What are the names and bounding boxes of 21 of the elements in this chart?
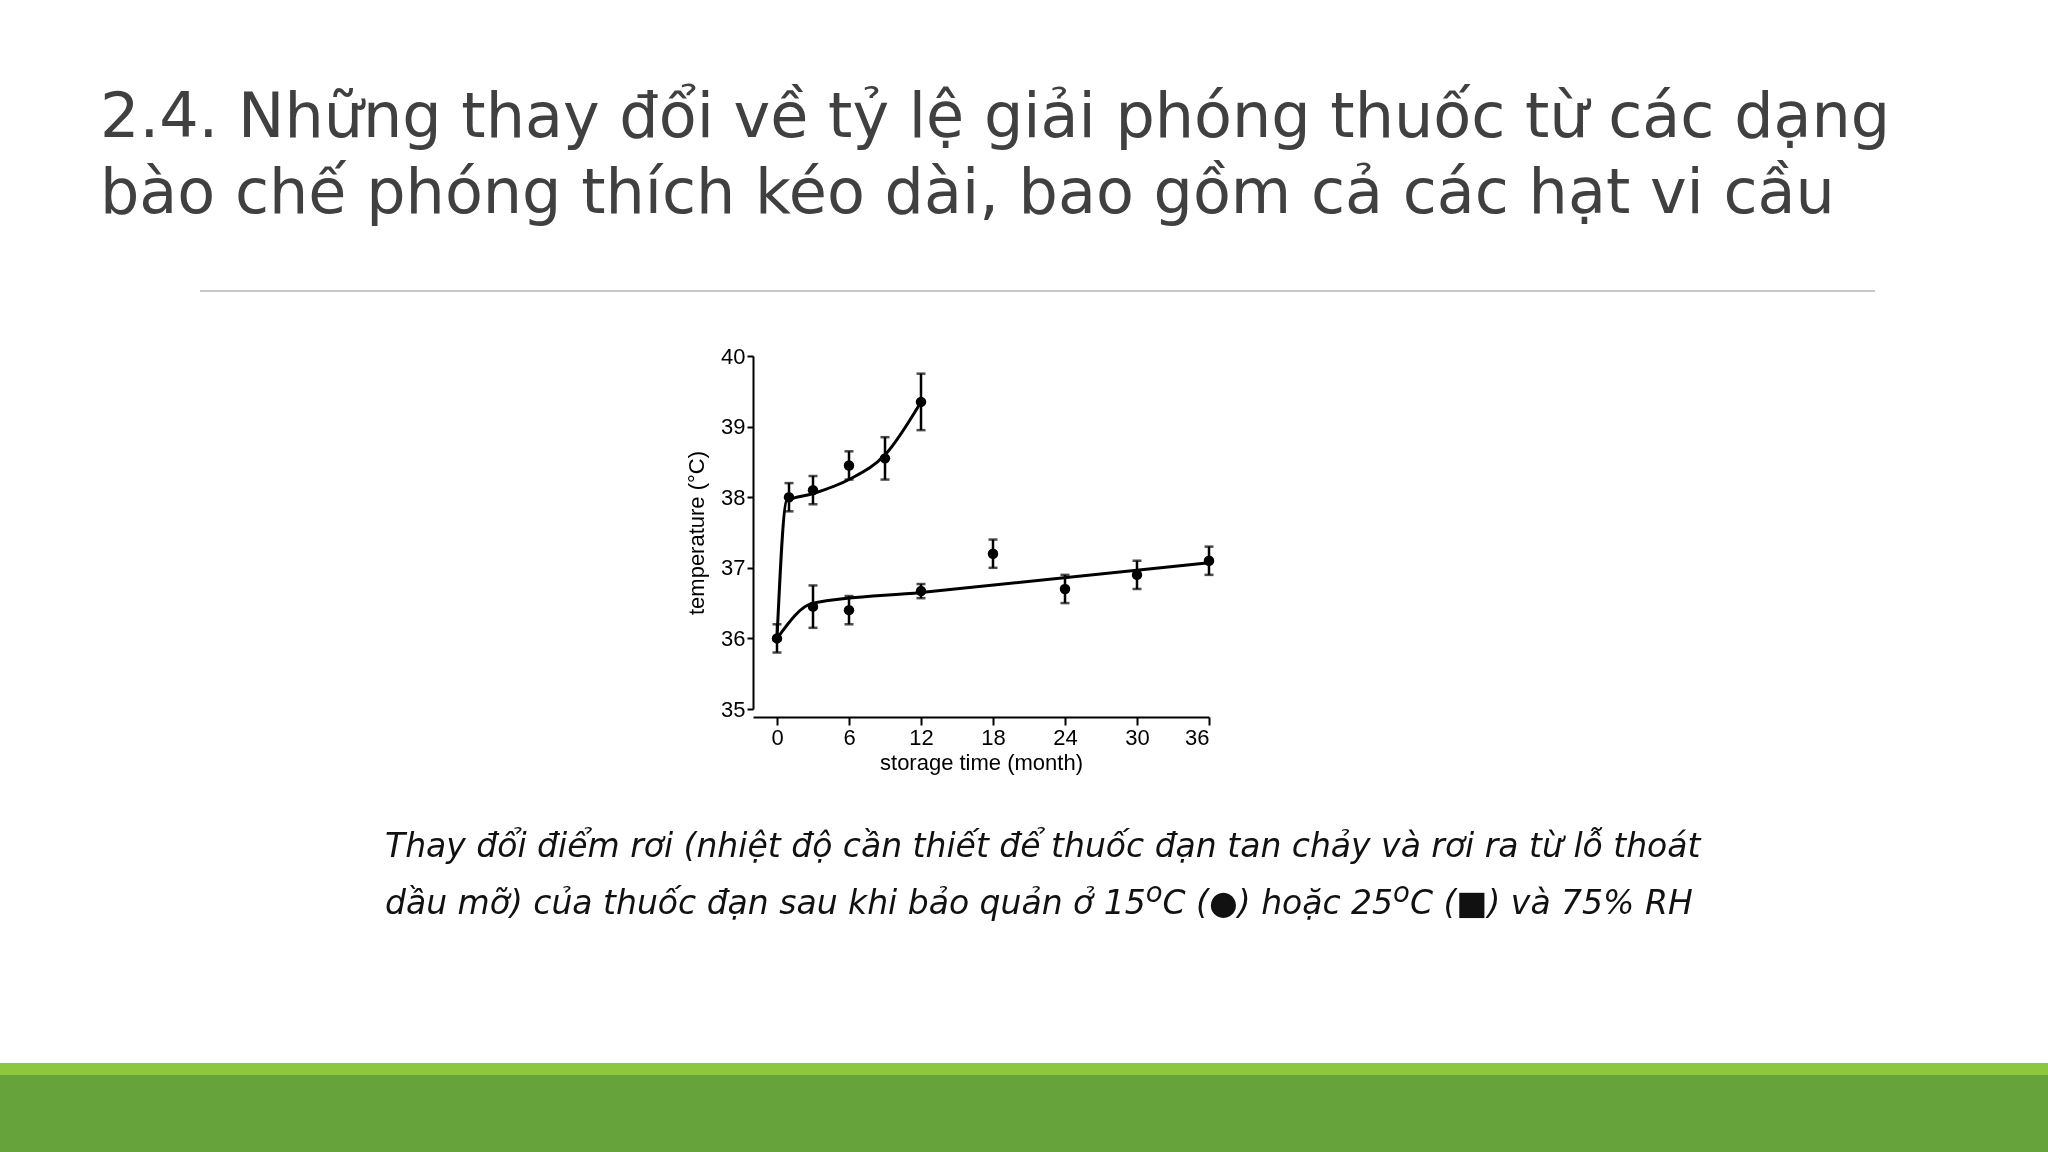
x-tick-label: 6 bbox=[843, 724, 856, 750]
y-axis-title: temperature (°C) bbox=[684, 450, 710, 616]
x-tick-label: 24 bbox=[1053, 724, 1078, 750]
chart-title: 2.4. Những thay đổi về tỷ lệ giải phóng thuốc từ các dạng bào chế phóng thích kéo dài, bao gồm cả các hạt vi cầu bbox=[100, 78, 1892, 230]
y-tick-label: 37 bbox=[721, 555, 746, 581]
y-tick-label: 35 bbox=[721, 696, 746, 722]
point bbox=[843, 604, 855, 616]
x-tick-label: 36 bbox=[1185, 724, 1210, 750]
x-tick-label: 18 bbox=[981, 724, 1006, 750]
y-tick-label: 40 bbox=[721, 343, 746, 369]
text: Thay đổi điểm rơi (nhiệt độ cần thiết để thuốc đạn tan chảy và rơi ra từ lỗ thoát dầu mỡ) của thuốc đạn sau khi bảo quản ở 15$^{o}$C (●) hoặc 25$^{o}$C (■) và 75% RH bbox=[385, 825, 1703, 924]
x-tick-label: 30 bbox=[1125, 724, 1150, 750]
x-tick-label: 0 bbox=[771, 724, 784, 750]
x-axis-title: storage time (month) bbox=[880, 749, 1083, 775]
y-tick-label: 36 bbox=[721, 625, 746, 651]
x-tick-label: 12 bbox=[909, 724, 934, 750]
y-tick-label: 38 bbox=[721, 484, 746, 510]
point bbox=[987, 548, 999, 559]
point bbox=[1059, 583, 1071, 595]
point bbox=[843, 460, 855, 471]
y-tick-label: 39 bbox=[721, 414, 746, 440]
